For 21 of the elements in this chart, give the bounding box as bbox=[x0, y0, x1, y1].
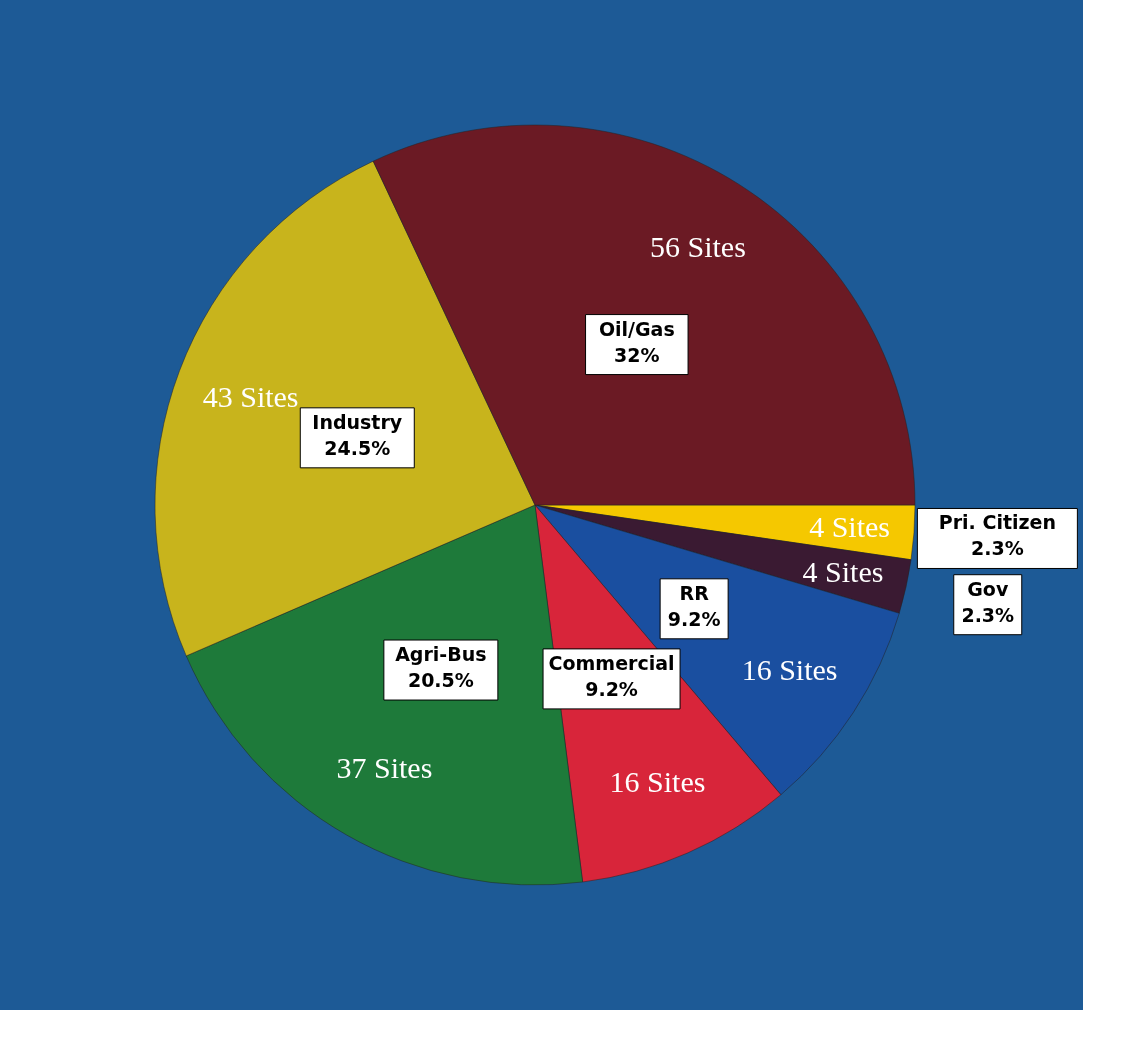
data-label: 24.5% bbox=[324, 436, 391, 459]
slice-label: RR bbox=[679, 581, 710, 604]
data-label: 2.3% bbox=[971, 537, 1024, 560]
slice-label: Oil/Gas bbox=[598, 317, 675, 340]
data-label: 9.2% bbox=[585, 677, 638, 700]
text: 43 Sites bbox=[202, 379, 299, 413]
data-label: 32% bbox=[614, 343, 660, 366]
text: 4 Sites bbox=[809, 509, 891, 543]
slice-label: Agri-Bus bbox=[395, 643, 487, 666]
text: 16 Sites bbox=[741, 653, 838, 687]
slice-label: Gov bbox=[967, 577, 1009, 600]
slice-label: Commercial bbox=[548, 651, 675, 674]
text: 56 Sites bbox=[649, 230, 746, 264]
data-label: 2.3% bbox=[961, 603, 1015, 626]
text: 37 Sites bbox=[336, 751, 433, 785]
data-label: 20.5% bbox=[407, 669, 474, 692]
slice-label: Pri. Citizen bbox=[938, 511, 1056, 534]
data-label: 9.2% bbox=[667, 607, 721, 630]
text: 16 Sites bbox=[609, 765, 706, 799]
slice-label: Industry bbox=[312, 410, 403, 433]
text: 4 Sites bbox=[802, 554, 884, 588]
